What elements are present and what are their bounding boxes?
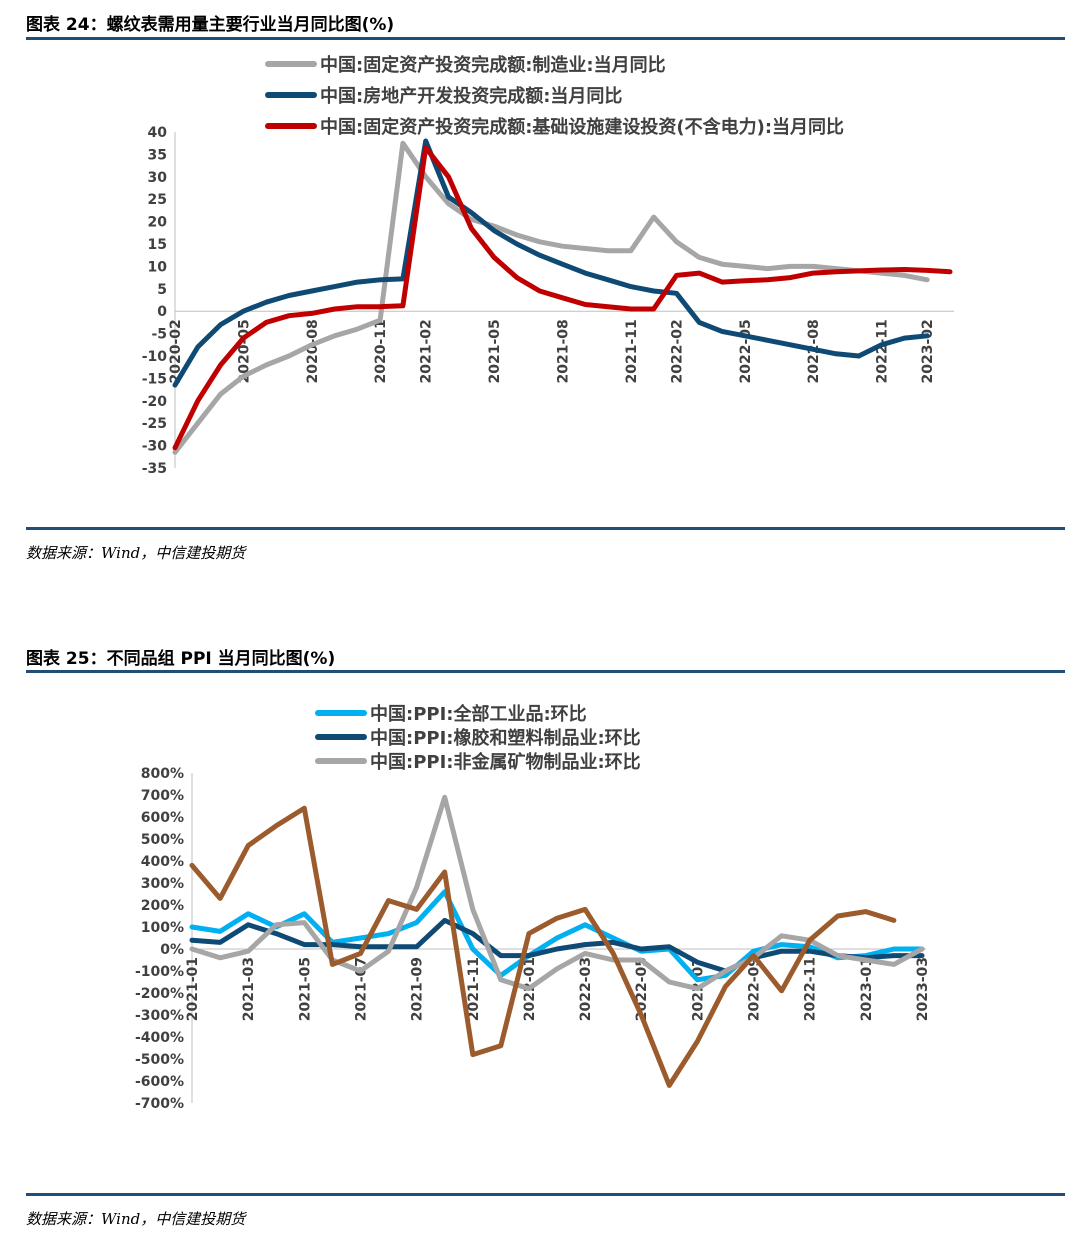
c2-legend-label-2: 中国:PPI:非金属矿物制品业:环比 (370, 751, 641, 773)
c2-y-tick-label: -200% (135, 986, 184, 1002)
c2-y-tick-label: -400% (135, 1030, 184, 1046)
c1-y-tick-label: 15 (148, 237, 167, 253)
figure-25-bottom-rule (26, 1193, 1065, 1196)
c2-y-tick-label: 200% (141, 898, 184, 914)
c2-y-tick-label: 800% (141, 766, 184, 782)
c2-y-tick-label: 500% (141, 832, 184, 848)
figure-24-title: 图表 24：螺纹表需用量主要行业当月同比图(%) (26, 15, 395, 35)
c2-x-tick-label: 2021-05 (297, 957, 313, 1021)
c2-legend-label-0: 中国:PPI:全部工业品:环比 (370, 703, 587, 725)
c2-series-line-3 (189, 805, 897, 1088)
c1-x-tick-label: 2021-05 (487, 319, 503, 383)
c1-x-tick-label: 2022-11 (875, 319, 891, 383)
c2-y-tick-label: 300% (141, 876, 184, 892)
c1-legend-label-0: 中国:固定资产投资完成额:制造业:当月同比 (320, 54, 666, 76)
c1-legend-label-2: 中国:固定资产投资完成额:基础设施建设投资(不含电力):当月同比 (320, 116, 844, 138)
c1-y-tick-label: -20 (142, 394, 168, 410)
c1-series-line-1 (172, 138, 930, 388)
c2-y-tick-label: 400% (141, 854, 184, 870)
c2-series-line-2 (189, 794, 925, 992)
c1-y-tick-label: 5 (157, 282, 167, 298)
c1-y-tick-label: -25 (142, 416, 167, 432)
c1-x-tick-label: 2020-08 (305, 319, 321, 383)
c2-x-tick-label: 2023-03 (915, 957, 931, 1021)
c1-x-tick-label: 2022-02 (669, 319, 685, 383)
c2-legend-label-1: 中国:PPI:橡胶和塑料制品业:环比 (370, 727, 641, 749)
c2-series-line-1 (189, 917, 925, 974)
c1-y-tick-label: -35 (142, 461, 167, 477)
figure-24-bottom-rule (26, 527, 1065, 530)
c2-y-tick-label: 100% (141, 920, 184, 936)
figure-24-chart: 40 35 30 25 20 15 10 5 0 -5 -10 -15 -20 -25 -30 -35 2020… (142, 54, 954, 477)
c1-y-tick-label: 20 (148, 215, 168, 231)
c1-x-tick-label: 2023-02 (920, 319, 936, 383)
figure-25-top-rule (26, 670, 1065, 673)
figure-25-title: 图表 25：不同品组 PPI 当月同比图(%) (26, 649, 336, 669)
c1-x-tick-label: 2021-02 (419, 319, 435, 383)
c2-x-tick-label: 2021-11 (466, 957, 482, 1021)
c1-y-tick-label: 40 (148, 125, 168, 141)
c1-y-tick-label: 0 (157, 304, 167, 320)
c1-x-tick-label: 2021-08 (556, 319, 572, 383)
c1-y-tick-label: -15 (142, 371, 167, 387)
c1-y-tick-label: -10 (142, 349, 168, 365)
c2-series-line-0 (189, 889, 925, 983)
c2-y-tick-label: -500% (135, 1052, 184, 1068)
c2-x-tick-label: 2022-03 (578, 957, 594, 1021)
c1-legend-label-1: 中国:房地产开发投资完成额:当月同比 (320, 85, 622, 107)
c1-y-tick-label: 30 (148, 170, 168, 186)
c2-y-tick-label: -100% (135, 964, 184, 980)
c2-x-tick-label: 2023-01 (859, 957, 875, 1021)
c1-x-tick-label: 2022-05 (738, 319, 754, 383)
figure-24-source: 数据来源：Wind，中信建投期货 (26, 544, 246, 562)
c1-y-tick-label: 10 (148, 259, 168, 275)
figure-25-source: 数据来源：Wind，中信建投期货 (26, 1210, 246, 1228)
c2-y-tick-label: -300% (135, 1008, 184, 1024)
c2-y-tick-label: -700% (135, 1096, 184, 1112)
c2-y-tick-label: 700% (141, 788, 184, 804)
c2-y-tick-label: 0% (160, 942, 184, 958)
c1-x-tick-label: 2021-11 (624, 319, 640, 383)
c2-y-tick-label: 600% (141, 810, 184, 826)
c1-x-tick-label: 2020-11 (373, 319, 389, 383)
c2-y-tick-label: -600% (135, 1074, 184, 1090)
c2-x-tick-label: 2021-03 (241, 957, 257, 1021)
c1-y-tick-label: -30 (142, 439, 168, 455)
c2-x-tick-label: 2021-07 (353, 957, 369, 1021)
c2-x-tick-label: 2022-11 (803, 957, 819, 1021)
c2-x-tick-label: 2021-01 (185, 957, 201, 1021)
c1-x-tick-label: 2020-02 (168, 319, 184, 383)
c1-y-tick-label: 25 (148, 192, 167, 208)
c2-x-tick-label: 2021-09 (410, 957, 426, 1021)
figure-24-top-rule (26, 37, 1065, 40)
c1-series-line-2 (172, 145, 953, 451)
c1-y-tick-label: 35 (148, 147, 167, 163)
c2-x-tick-label: 2022-09 (747, 957, 763, 1021)
figure-25-chart: 800% 700% 600% 500% 400% 300% 200% 100% 0% -100% -… (135, 703, 931, 1112)
c1-y-tick-label: -5 (151, 327, 167, 343)
c1-series-line-0 (172, 140, 930, 455)
